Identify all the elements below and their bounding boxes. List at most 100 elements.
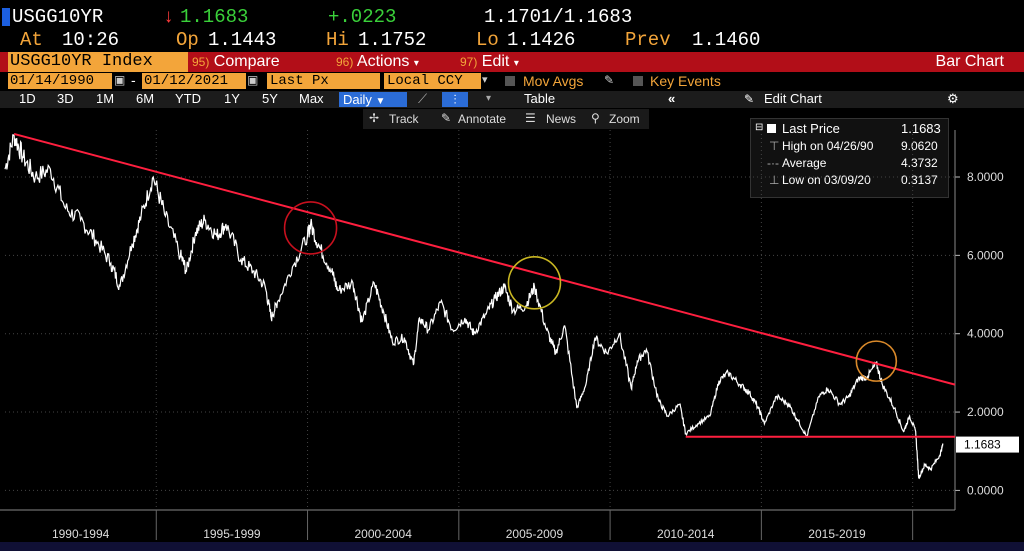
quote-stats: At 10:26 Op 1.1443 Hi 1.1752 Lo 1.1426 P…	[0, 30, 1024, 52]
compare-button[interactable]: 95) Compare	[192, 52, 322, 72]
edit-chart-button[interactable]: Edit Chart	[764, 91, 822, 106]
legend-last-swatch	[767, 124, 776, 133]
compare-number: 95)	[192, 55, 210, 69]
legend-low-value: 0.3137	[901, 173, 938, 187]
period-ytd[interactable]: YTD	[175, 91, 201, 106]
y-tick-label: 4.0000	[967, 327, 1004, 341]
chart-type-caret-icon[interactable]: ▾	[486, 93, 492, 104]
quote-header: USGG10YR ↓ 1.1683 +.0223 1.1701/1.1683	[0, 7, 1024, 29]
frequency-label: Daily	[343, 92, 372, 107]
currency-select[interactable]: Local CCY	[384, 73, 481, 89]
key-events-checkbox[interactable]	[633, 76, 643, 86]
legend-collapse-icon[interactable]: ⊟	[755, 122, 764, 133]
line-chart-icon[interactable]: ⟋	[418, 91, 428, 106]
bar-chart-icon[interactable]: ⫶	[442, 92, 468, 107]
last-price: 1.1683	[180, 6, 249, 28]
start-calendar-icon[interactable]: ▣	[114, 73, 126, 87]
function-bar: USGG10YR Index 95) Compare 96) Actions ▾…	[0, 52, 1024, 72]
legend-average-icon: -·-	[767, 156, 779, 170]
compare-label: Compare	[213, 53, 280, 70]
period-1d[interactable]: 1D	[19, 91, 36, 106]
edit-caret-icon: ▾	[513, 58, 519, 69]
period-max[interactable]: Max	[299, 91, 324, 106]
security-field[interactable]: USGG10YR Index	[8, 52, 188, 72]
track-icon: ✢	[369, 111, 380, 125]
chart-annotations	[13, 132, 956, 438]
actions-button[interactable]: 96) Actions ▾	[336, 52, 456, 72]
highlight-circle	[855, 340, 898, 382]
legend-average-label: Average	[782, 156, 827, 170]
start-date-field[interactable]: 01/14/1990	[8, 73, 112, 89]
view-title: Bar Chart	[935, 53, 1004, 70]
y-tick-label: 2.0000	[967, 405, 1004, 419]
news-icon: ☰	[525, 111, 536, 125]
x-tick-label: 2005-2009	[506, 527, 564, 541]
frequency-select[interactable]: Daily ▼	[339, 92, 407, 107]
period-5y[interactable]: 5Y	[262, 91, 278, 106]
period-3d[interactable]: 3D	[57, 91, 74, 106]
bid-ask: 1.1701/1.1683	[484, 6, 633, 28]
last-arrow: ↓	[163, 6, 175, 28]
chart-legend: ⊟ Last Price 1.1683 ⊤ High on 04/26/90 9…	[750, 118, 949, 198]
mov-avgs-label: Mov Avgs	[523, 73, 584, 89]
zoom-icon: ⚲	[591, 111, 600, 125]
zoom-tool[interactable]: Zoom	[609, 112, 640, 126]
legend-high-label: High on 04/26/90	[782, 139, 874, 153]
pencil-icon[interactable]: ✎	[604, 73, 615, 87]
ticker-marker	[2, 8, 10, 26]
date-separator: -	[131, 72, 136, 88]
legend-high-value: 9.0620	[901, 139, 938, 153]
resistance-trendline	[13, 132, 956, 386]
at-label: At	[20, 29, 43, 51]
ticker: USGG10YR	[12, 6, 104, 28]
currency-caret-icon[interactable]: ▾	[482, 74, 488, 86]
open-label: Op	[176, 29, 199, 51]
edit-chart-pencil-icon[interactable]: ✎	[744, 92, 755, 106]
price-chart[interactable]: 0.0000 2.0000 4.0000 6.0000 8.0000 1990-1994…	[0, 130, 1024, 551]
yield-series-line	[4, 134, 944, 480]
x-axis: 1990-1994 1995-1999 2000-2004 2005-2009 2010…	[0, 509, 1024, 551]
low-label: Lo	[476, 29, 499, 51]
edit-label: Edit	[481, 53, 510, 70]
end-calendar-icon[interactable]: ▣	[247, 73, 259, 87]
collapse-icon[interactable]: «	[668, 91, 676, 106]
range-bar: 01/14/1990 ▣ - 01/12/2021 ▣ Last Px Loca…	[0, 72, 1024, 91]
x-tick-label: 1990-1994	[52, 527, 110, 541]
period-bar: 1D 3D 1M 6M YTD 1Y 5Y Max Daily ▼ ⟋ ⫶ ▾ …	[0, 91, 1024, 108]
x-tick-label: 2015-2019	[808, 527, 866, 541]
x-tick-label: 2010-2014	[657, 527, 715, 541]
frequency-caret-icon: ▼	[375, 96, 386, 107]
low-value: 1.1426	[507, 29, 576, 51]
last-value-marker: 1.1683	[956, 436, 1019, 453]
key-events-label: Key Events	[650, 73, 721, 89]
last-value-label: 1.1683	[964, 438, 1001, 452]
settings-gear-icon[interactable]: ⚙	[947, 91, 959, 106]
high-label: Hi	[326, 29, 349, 51]
y-axis: 0.0000 2.0000 4.0000 6.0000 8.0000	[954, 130, 1004, 510]
actions-caret-icon: ▾	[413, 58, 419, 69]
field-select[interactable]: Last Px	[267, 73, 380, 89]
track-tool[interactable]: Track	[389, 112, 419, 126]
legend-low-label: Low on 03/09/20	[782, 173, 871, 187]
mov-avgs-checkbox[interactable]	[505, 76, 515, 86]
last-value-box	[956, 436, 1019, 453]
period-1m[interactable]: 1M	[96, 91, 115, 106]
open-value: 1.1443	[208, 29, 277, 51]
actions-number: 96)	[336, 55, 354, 69]
y-tick-label: 8.0000	[967, 170, 1004, 184]
period-1y[interactable]: 1Y	[224, 91, 240, 106]
period-6m[interactable]: 6M	[136, 91, 155, 106]
highlight-circle	[507, 255, 562, 310]
legend-high-icon: ⊤	[769, 139, 780, 153]
x-tick-label: 2000-2004	[354, 527, 412, 541]
end-date-field[interactable]: 01/12/2021	[142, 73, 246, 89]
edit-number: 97)	[460, 55, 478, 69]
annotate-tool[interactable]: Annotate	[458, 112, 507, 126]
prev-value: 1.1460	[692, 29, 761, 51]
prev-label: Prev	[625, 29, 671, 51]
x-tick-label: 1995-1999	[203, 527, 261, 541]
table-button[interactable]: Table	[524, 91, 556, 106]
edit-button[interactable]: 97) Edit ▾	[460, 52, 550, 72]
news-tool[interactable]: News	[546, 112, 577, 126]
time: 10:26	[62, 29, 120, 51]
